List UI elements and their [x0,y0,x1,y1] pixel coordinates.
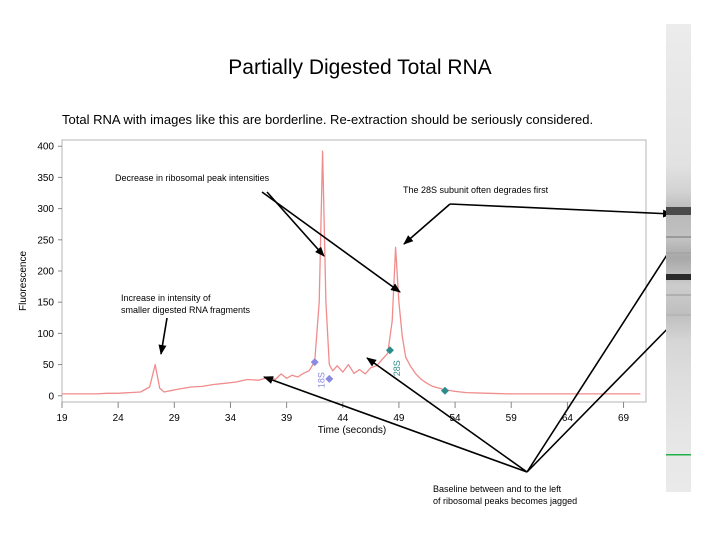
y-tick-label: 250 [37,235,54,246]
peak-marker [310,358,319,367]
y-tick-label: 150 [37,298,54,309]
peak-marker [325,374,334,383]
y-tick-label: 350 [37,173,54,184]
note-increase-small-fragments: Increase in intensity of smaller digeste… [121,293,251,315]
peak-marker-label: 28S [392,360,402,376]
arrow-to-gel-28s-band [449,203,673,218]
arrow-to-left-baseline [263,376,528,473]
x-tick-label: 34 [225,413,237,424]
x-tick-label: 69 [618,413,630,424]
fluorescence-trace [62,150,641,395]
slide-title: Partially Digested Total RNA [228,56,492,79]
arrow-to-mid-baseline [366,357,528,473]
peak-marker-label: 18S [317,372,327,388]
y-tick-label: 400 [37,142,54,153]
x-tick-label: 29 [169,413,181,424]
y-tick-label: 300 [37,204,54,215]
arrow-to-gel-upper [526,243,675,473]
x-tick-label: 54 [450,413,462,424]
x-tick-label: 39 [281,413,293,424]
gel-marker-line [666,454,691,456]
x-tick-label: 44 [337,413,349,424]
x-tick-label: 49 [393,413,405,424]
arrow-to-28s-peak [261,191,401,293]
y-tick-label: 200 [37,267,54,278]
slide-subtitle: Total RNA with images like this are bord… [62,112,594,127]
x-tick-label: 19 [56,413,68,424]
gel-18s-band [666,274,691,280]
x-axis-label: Time (seconds) [318,425,387,436]
x-tick-label: 64 [562,413,574,424]
note-decrease-ribosomal-peaks: Decrease in ribosomal peak intensities [115,173,270,183]
arrow-to-gel-lower [526,317,679,473]
x-tick-label: 24 [113,413,125,424]
note-28s-degrades-first: The 28S subunit often degrades first [403,185,549,195]
y-tick-label: 50 [43,360,55,371]
x-tick-label: 59 [506,413,518,424]
note-jagged-baseline: Baseline between and to the left of ribo… [433,484,578,506]
gel-lane-image [666,24,691,492]
peak-marker [385,346,394,355]
y-tick-label: 0 [48,391,54,402]
gel-28s-band [666,207,691,215]
y-axis-label: Fluorescence [18,251,29,311]
y-tick-label: 100 [37,329,54,340]
peak-marker [440,386,449,395]
arrow-to-small-fragment-peak [158,317,168,355]
annotation-arrows [158,191,679,473]
arrow-to-28s-top [403,203,451,245]
plot-frame [61,139,647,403]
